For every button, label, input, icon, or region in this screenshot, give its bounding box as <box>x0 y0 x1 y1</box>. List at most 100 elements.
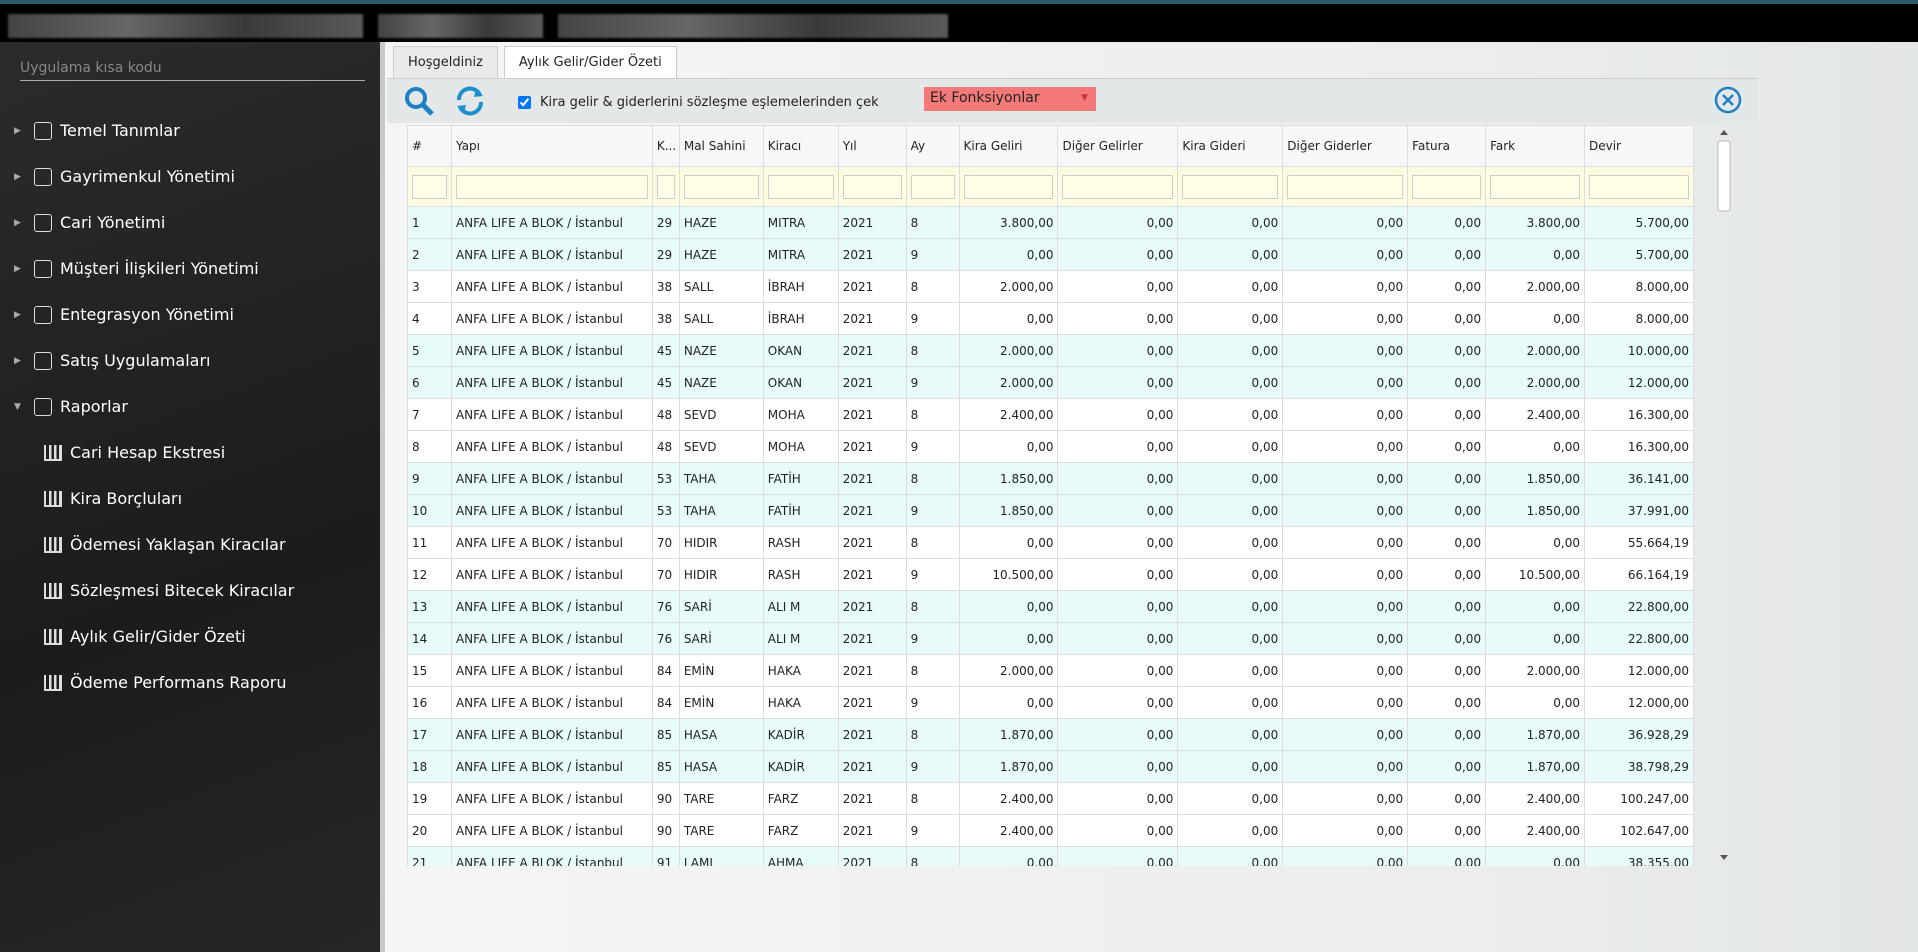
submenu-item[interactable]: Cari Hesap Ekstresi <box>44 443 225 462</box>
data-row[interactable]: 14 ANFA LIFE A BLOK / İstanbul 76 SARİ ALI M… <box>407 622 1694 655</box>
data-row[interactable]: 11 ANFA LIFE A BLOK / İstanbul 70 HIDIR RASH… <box>407 526 1694 559</box>
cell: 45 <box>651 334 680 367</box>
submenu-label: Sözleşmesi Bitecek Kiracılar <box>70 581 295 600</box>
close-button[interactable] <box>1713 85 1743 115</box>
column-header[interactable]: Yıl <box>837 125 907 167</box>
data-row[interactable]: 7 ANFA LIFE A BLOK / İstanbul 48 SEVD MOHA 20… <box>407 398 1694 431</box>
column-header[interactable]: Diğer Gelirler <box>1057 125 1179 167</box>
data-row[interactable]: 6 ANFA LIFE A BLOK / İstanbul 45 NAZE OKAN 20… <box>407 366 1694 399</box>
menu-item[interactable]: ▶ Satış Uygulamaları <box>14 351 211 370</box>
cell: SEVD <box>678 430 764 463</box>
checkbox-input[interactable] <box>518 96 531 109</box>
data-row[interactable]: 19 ANFA LIFE A BLOK / İstanbul 90 TARE FARZ 2… <box>407 782 1694 815</box>
search-button[interactable] <box>404 86 434 116</box>
cell: 0,00 <box>1177 238 1284 271</box>
column-header[interactable]: Mal Sahini <box>678 125 764 167</box>
cell: İBRAH <box>762 302 839 335</box>
column-header[interactable]: Kira Gideri <box>1177 125 1284 167</box>
column-header[interactable]: Devir <box>1584 125 1694 167</box>
submenu-item[interactable]: Ödeme Performans Raporu <box>44 673 287 692</box>
filter-input[interactable] <box>963 174 1054 199</box>
column-header[interactable]: Fatura <box>1407 125 1487 167</box>
cell: 12.000,00 <box>1584 686 1694 719</box>
cell: EMİN <box>678 654 764 687</box>
filter-input[interactable] <box>1589 174 1689 199</box>
filter-input[interactable] <box>412 174 447 199</box>
main: Hoşgeldiniz Aylık Gelir/Gider Özeti Kira… <box>385 42 1918 952</box>
cell: 0,00 <box>958 846 1059 866</box>
filter-input[interactable] <box>1287 174 1404 199</box>
data-row[interactable]: 10 ANFA LIFE A BLOK / İstanbul 53 TAHA FATİH… <box>407 494 1694 527</box>
data-row[interactable]: 15 ANFA LIFE A BLOK / İstanbul 84 EMİN HAKA 2… <box>407 654 1694 687</box>
filter-input[interactable] <box>1062 174 1174 199</box>
data-row[interactable]: 13 ANFA LIFE A BLOK / İstanbul 76 SARİ ALI M… <box>407 590 1694 623</box>
menu-item[interactable]: ▶ Temel Tanımlar <box>14 121 180 140</box>
search-input[interactable]: Uygulama kısa kodu <box>20 60 365 81</box>
filter-input[interactable] <box>842 174 902 199</box>
column-header[interactable]: Fark <box>1485 125 1585 167</box>
cell: 0,00 <box>1057 398 1179 431</box>
checkbox[interactable]: Kira gelir & giderlerini sözleşme eşleme… <box>514 93 879 112</box>
column-header[interactable]: Kira Geliri <box>958 125 1059 167</box>
data-row[interactable]: 20 ANFA LIFE A BLOK / İstanbul 90 TARE FARZ 2… <box>407 814 1694 847</box>
data-row[interactable]: 3 ANFA LIFE A BLOK / İstanbul 38 SALL İBRAH 2… <box>407 270 1694 303</box>
data-row[interactable]: 8 ANFA LIFE A BLOK / İstanbul 48 SEVD MOHA 20… <box>407 430 1694 463</box>
column-header[interactable]: Ay <box>905 125 960 167</box>
cell: SEVD <box>678 398 764 431</box>
filter-input[interactable] <box>1182 174 1279 199</box>
column-header[interactable]: Kiracı <box>762 125 839 167</box>
cell: 0,00 <box>1407 430 1487 463</box>
report-icon <box>44 674 62 691</box>
data-row[interactable]: 16 ANFA LIFE A BLOK / İstanbul 84 EMİN HAKA 2… <box>407 686 1694 719</box>
column-header[interactable]: Diğer Giderler <box>1282 125 1409 167</box>
data-row[interactable]: 12 ANFA LIFE A BLOK / İstanbul 70 HIDIR RASH… <box>407 558 1694 591</box>
menu-item[interactable]: ▶ Cari Yönetimi <box>14 213 165 232</box>
cell: 0,00 <box>1177 718 1284 751</box>
data-row[interactable]: 4 ANFA LIFE A BLOK / İstanbul 38 SALL İBRAH 2… <box>407 302 1694 335</box>
data-row[interactable]: 5 ANFA LIFE A BLOK / İstanbul 45 NAZE OKAN 20… <box>407 334 1694 367</box>
cell: 0,00 <box>958 302 1059 335</box>
refresh-button[interactable] <box>454 85 486 117</box>
menu-item[interactable]: ▶ Gayrimenkul Yönetimi <box>14 167 235 186</box>
filter-input[interactable] <box>455 174 648 199</box>
cell: 2.000,00 <box>1485 654 1585 687</box>
dropdown-label: Ek Fonksiyonlar <box>930 90 1040 106</box>
filter-input[interactable] <box>656 174 675 199</box>
submenu-item[interactable]: Kira Borçluları <box>44 489 182 508</box>
menu-item[interactable]: ▶ Müşteri İlişkileri Yönetimi <box>14 259 259 278</box>
column-header[interactable]: K... <box>651 125 680 167</box>
filter-input[interactable] <box>910 174 955 199</box>
data-row[interactable]: 9 ANFA LIFE A BLOK / İstanbul 53 TAHA FATİH 2… <box>407 462 1694 495</box>
cell: 9 <box>905 430 960 463</box>
dropdown[interactable]: Ek Fonksiyonlar ▼ <box>924 87 1096 111</box>
column-header[interactable]: Yapı <box>450 125 653 167</box>
cell: 12 <box>407 558 452 591</box>
cell: 0,00 <box>1057 654 1179 687</box>
submenu-item[interactable]: Ödemesi Yaklaşan Kiracılar <box>44 535 286 554</box>
tab[interactable]: Hoşgeldiniz <box>393 46 498 80</box>
cell: 0,00 <box>1057 750 1179 783</box>
cell: HAKA <box>762 654 839 687</box>
data-row[interactable]: 18 ANFA LIFE A BLOK / İstanbul 85 HASA KADİR… <box>407 750 1694 783</box>
data-row[interactable]: 21 ANFA LIFE A BLOK / İstanbul 91 LAMI AHMA 2… <box>407 846 1694 866</box>
data-row[interactable]: 1 ANFA LIFE A BLOK / İstanbul 29 HAZE MITRA 2… <box>407 206 1694 239</box>
filter-input[interactable] <box>767 174 834 199</box>
cell: KADİR <box>762 718 839 751</box>
cell: 0,00 <box>1057 782 1179 815</box>
cell: 0,00 <box>1407 462 1487 495</box>
menu-item[interactable]: ▶ Entegrasyon Yönetimi <box>14 305 234 324</box>
cell: 38 <box>651 302 680 335</box>
filter-input[interactable] <box>1490 174 1580 199</box>
filter-input[interactable] <box>1412 174 1482 199</box>
submenu-item[interactable]: Aylık Gelir/Gider Özeti <box>44 627 246 646</box>
column-header[interactable]: # <box>407 125 452 167</box>
cell: 0,00 <box>1485 526 1585 559</box>
data-row[interactable]: 17 ANFA LIFE A BLOK / İstanbul 85 HASA KADİR… <box>407 718 1694 751</box>
scrollbar[interactable] <box>1716 127 1732 865</box>
tab[interactable]: Aylık Gelir/Gider Özeti <box>503 46 677 80</box>
data-row[interactable]: 2 ANFA LIFE A BLOK / İstanbul 29 HAZE MITRA 2… <box>407 238 1694 271</box>
submenu-item[interactable]: Sözleşmesi Bitecek Kiracılar <box>44 581 294 600</box>
menu-item[interactable]: ▼ Raporlar <box>14 397 128 416</box>
filter-input[interactable] <box>683 174 759 199</box>
